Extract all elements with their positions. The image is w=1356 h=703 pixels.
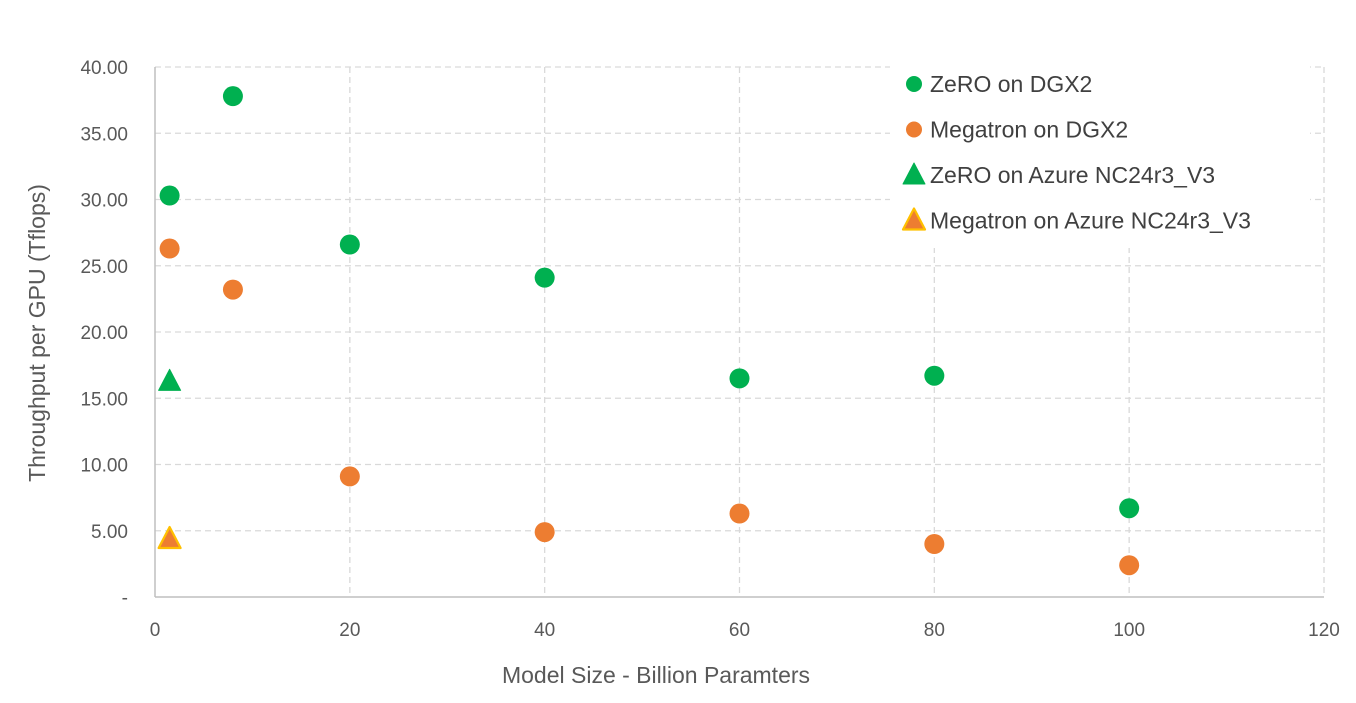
data-point bbox=[159, 185, 180, 206]
legend-background bbox=[890, 58, 1310, 248]
x-tick-label: 60 bbox=[729, 620, 750, 641]
y-tick-label: 10.00 bbox=[80, 456, 128, 477]
data-point bbox=[729, 503, 750, 524]
legend-label: Megatron on Azure NC24r3_V3 bbox=[930, 208, 1251, 234]
legend-label: ZeRO on Azure NC24r3_V3 bbox=[930, 162, 1215, 188]
legend-marker-triangle bbox=[902, 162, 926, 185]
legend-marker bbox=[906, 121, 922, 138]
x-tick-label: 100 bbox=[1113, 620, 1145, 641]
data-point bbox=[339, 234, 360, 255]
y-tick-label: 40.00 bbox=[80, 58, 128, 79]
series-group bbox=[158, 368, 182, 391]
y-tick-label: 25.00 bbox=[80, 257, 128, 278]
x-tick-labels: 0 20 40 60 80 100 120 bbox=[150, 620, 1340, 641]
data-point-triangle bbox=[158, 368, 182, 391]
y-tick-label: - bbox=[122, 588, 128, 609]
x-tick-label: 20 bbox=[339, 620, 360, 641]
data-point bbox=[222, 279, 243, 300]
data-point bbox=[159, 238, 180, 259]
series-group bbox=[159, 238, 1140, 576]
data-point bbox=[222, 86, 243, 107]
y-tick-label: 35.00 bbox=[80, 124, 128, 145]
data-point bbox=[534, 522, 555, 543]
legend-label: ZeRO on DGX2 bbox=[930, 71, 1092, 97]
y-tick-label: 15.00 bbox=[80, 389, 128, 410]
y-tick-label: 30.00 bbox=[80, 191, 128, 212]
series-group bbox=[159, 86, 1140, 519]
series-group bbox=[157, 525, 182, 550]
y-tick-label: 20.00 bbox=[80, 323, 128, 344]
data-point bbox=[729, 368, 750, 389]
data-point bbox=[1119, 555, 1140, 576]
y-tick-labels: - 5.00 10.00 15.00 20.00 25.00 30.00 35.00 40.00 bbox=[80, 58, 128, 609]
x-tick-label: 120 bbox=[1308, 620, 1340, 641]
data-point bbox=[924, 534, 945, 554]
x-axis-title: Model Size - Billion Paramters bbox=[502, 662, 810, 688]
x-tick-label: 0 bbox=[150, 620, 161, 641]
legend-label: Megatron on DGX2 bbox=[930, 117, 1128, 143]
y-axis-title: Throughput per GPU (Tflops) bbox=[24, 184, 50, 482]
legend-marker bbox=[906, 76, 922, 92]
data-point bbox=[534, 267, 555, 288]
x-tick-label: 40 bbox=[534, 620, 555, 641]
legend: ZeRO on DGX2 Megatron on DGX2 ZeRO on Azur… bbox=[890, 58, 1310, 248]
data-point bbox=[924, 365, 945, 386]
data-point-triangle bbox=[157, 525, 182, 550]
x-tick-label: 80 bbox=[924, 620, 945, 641]
data-point bbox=[1119, 498, 1140, 519]
data-points bbox=[157, 86, 1140, 576]
axes bbox=[154, 67, 1324, 598]
data-point bbox=[339, 466, 360, 487]
y-tick-label: 5.00 bbox=[91, 522, 128, 543]
legend-marker-triangle bbox=[901, 207, 927, 231]
